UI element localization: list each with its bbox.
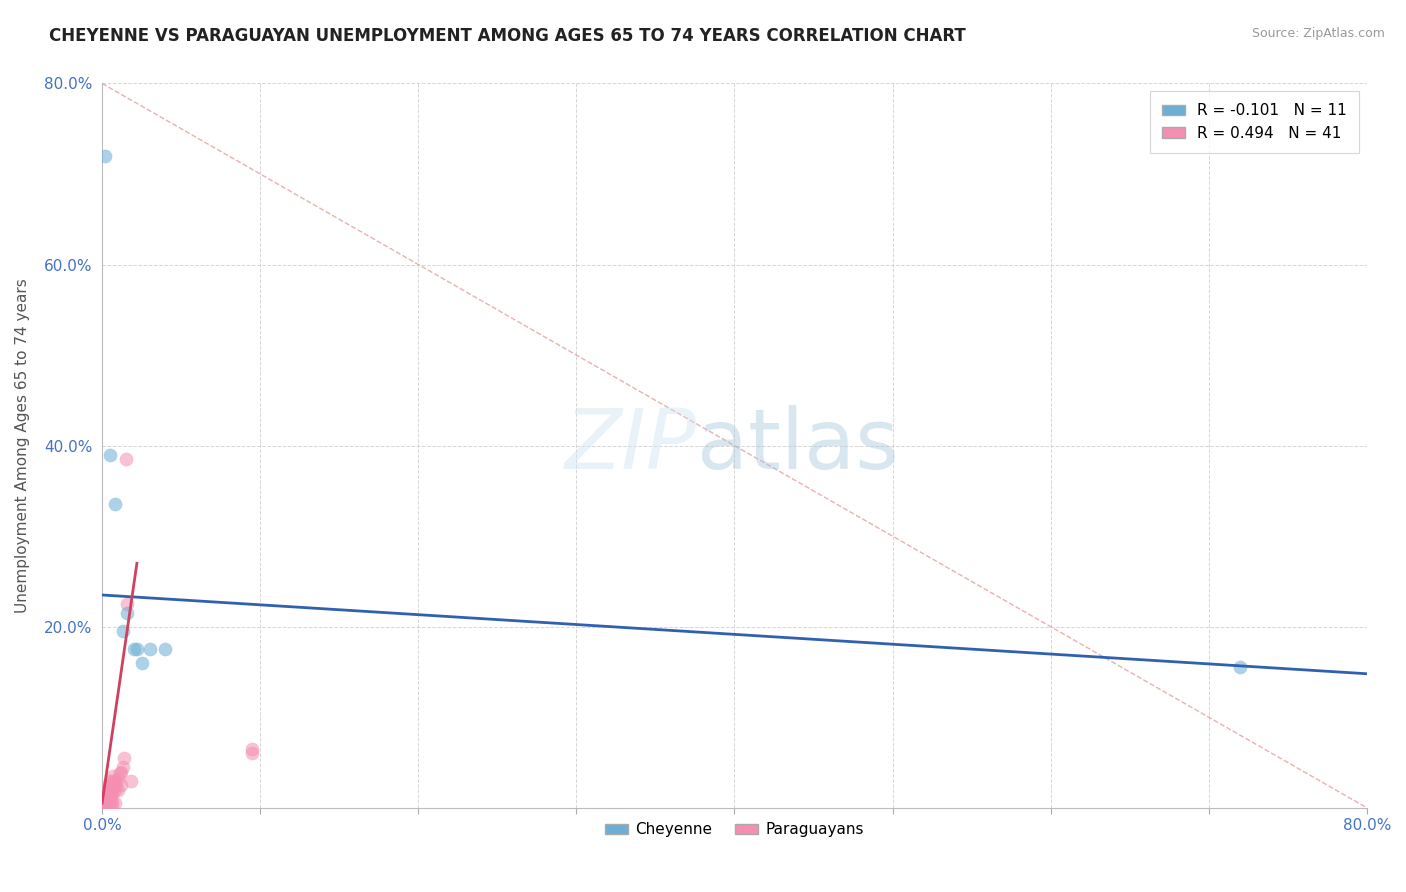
Point <box>111 624 134 639</box>
Point <box>100 787 122 801</box>
Point <box>97 778 120 792</box>
Point <box>97 780 120 795</box>
Point <box>131 656 153 670</box>
Point <box>104 782 127 797</box>
Point <box>94 149 117 163</box>
Point <box>101 773 124 788</box>
Point <box>108 766 131 780</box>
Point <box>105 778 128 792</box>
Point <box>100 798 122 813</box>
Point <box>120 773 142 788</box>
Text: CHEYENNE VS PARAGUAYAN UNEMPLOYMENT AMONG AGES 65 TO 74 YEARS CORRELATION CHART: CHEYENNE VS PARAGUAYAN UNEMPLOYMENT AMON… <box>49 27 966 45</box>
Point <box>240 742 263 756</box>
Point <box>155 642 177 657</box>
Point <box>96 798 118 813</box>
Point <box>122 642 145 657</box>
Point <box>111 760 134 774</box>
Point <box>97 787 120 801</box>
Point <box>117 597 139 611</box>
Point <box>98 773 121 788</box>
Point <box>96 793 118 807</box>
Point <box>96 782 118 797</box>
Point <box>97 796 120 810</box>
Point <box>98 448 121 462</box>
Point <box>104 773 127 788</box>
Point <box>98 793 121 807</box>
Point <box>110 764 132 779</box>
Point <box>98 787 121 801</box>
Point <box>1229 660 1251 674</box>
Point <box>112 751 135 765</box>
Point <box>104 498 127 512</box>
Text: atlas: atlas <box>696 405 898 486</box>
Point <box>240 747 263 761</box>
Point <box>100 782 122 797</box>
Point <box>104 796 127 810</box>
Point <box>110 778 132 792</box>
Point <box>138 642 160 657</box>
Point <box>114 452 136 467</box>
Point <box>94 799 117 814</box>
Point <box>101 778 124 792</box>
Point <box>117 606 139 620</box>
Point <box>98 798 121 813</box>
Point <box>96 789 118 804</box>
Point <box>125 642 148 657</box>
Text: Source: ZipAtlas.com: Source: ZipAtlas.com <box>1251 27 1385 40</box>
Point <box>100 793 122 807</box>
Text: ZIP: ZIP <box>565 405 696 486</box>
Y-axis label: Unemployment Among Ages 65 to 74 years: Unemployment Among Ages 65 to 74 years <box>15 278 30 613</box>
Legend: Cheyenne, Paraguayans: Cheyenne, Paraguayans <box>599 816 870 844</box>
Point <box>97 791 120 805</box>
Point <box>107 772 129 786</box>
Point <box>98 782 121 797</box>
Point <box>98 778 121 792</box>
Point <box>94 796 117 810</box>
Point <box>93 799 115 814</box>
Point <box>107 782 129 797</box>
Point <box>101 769 124 783</box>
